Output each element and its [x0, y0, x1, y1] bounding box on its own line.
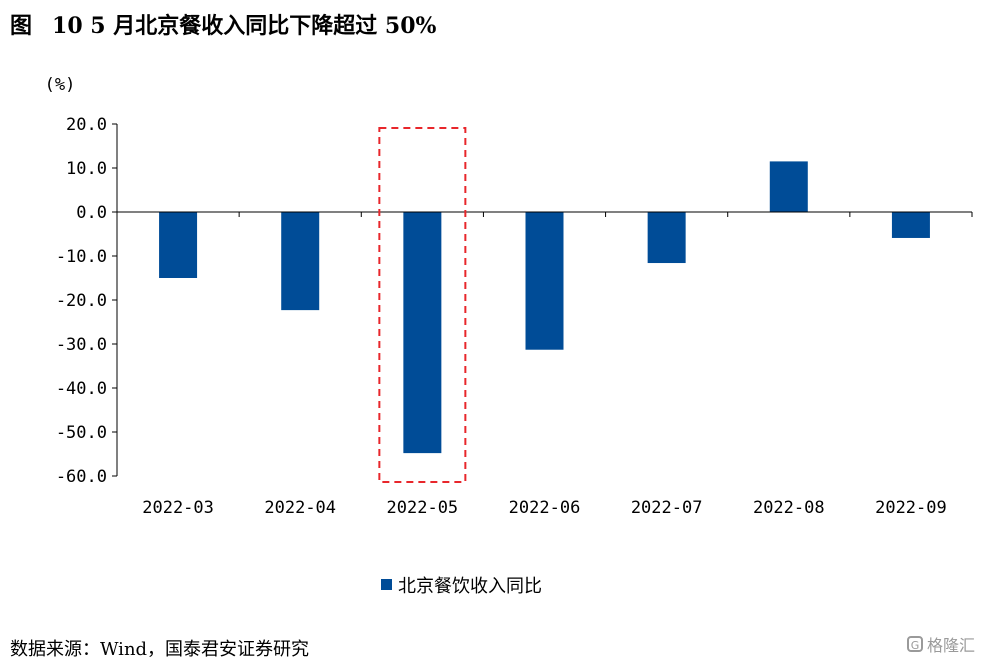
- x-tick-label: 2022-09: [875, 498, 947, 518]
- bar-2022-07: [647, 212, 686, 264]
- y-tick-label: 0.0: [76, 203, 107, 223]
- y-tick-label: 20.0: [66, 115, 107, 135]
- y-tick-label: 10.0: [66, 159, 107, 179]
- watermark: G 格隆汇: [906, 632, 975, 656]
- y-tick-label: -10.0: [56, 247, 107, 267]
- x-tick-label: 2022-05: [387, 498, 459, 518]
- bar-2022-08: [769, 161, 808, 212]
- bar-chart: (%) 20.0 10.0 0.0 -10.0 -20.0 -30.0 -40.0 -50.0…: [45, 75, 973, 597]
- x-tick-label: 2022-07: [631, 498, 703, 518]
- watermark-text: 格隆汇: [926, 636, 975, 655]
- y-axis: 20.0 10.0 0.0 -10.0 -20.0 -30.0 -40.0 -50.0 -60.…: [56, 115, 118, 487]
- y-tick-label: -40.0: [56, 379, 107, 399]
- bar-2022-04: [281, 212, 320, 311]
- bar-series: [159, 161, 930, 454]
- y-tick-label: -30.0: [56, 335, 107, 355]
- highlight-box: [378, 127, 467, 483]
- x-tick-label: 2022-03: [142, 498, 214, 518]
- gelonghui-logo-icon: G: [906, 636, 923, 652]
- figure-label: 图: [10, 13, 33, 39]
- bar-2022-06: [525, 212, 564, 350]
- legend-label: 北京餐饮收入同比: [398, 576, 542, 597]
- bar-2022-09: [891, 212, 930, 238]
- legend: 北京餐饮收入同比: [381, 576, 542, 597]
- y-tick-label: -20.0: [56, 291, 107, 311]
- x-tick-label: 2022-04: [264, 498, 336, 518]
- bar-2022-05: [403, 212, 442, 454]
- y-unit-label: (%): [45, 75, 76, 95]
- figure-title-text: 10 5 月北京餐收入同比下降超过 50%: [52, 13, 437, 39]
- highlight-box-group: [378, 127, 467, 483]
- figure-title: 图 10 5 月北京餐收入同比下降超过 50%: [10, 8, 436, 40]
- bar-2022-03: [159, 212, 198, 278]
- y-tick-label: -50.0: [56, 423, 107, 443]
- x-tick-label: 2022-08: [753, 498, 825, 518]
- data-source-note: 数据来源：Wind，国泰君安证券研究: [10, 639, 310, 660]
- x-tick-label: 2022-06: [509, 498, 581, 518]
- legend-swatch: [381, 579, 392, 590]
- x-axis: 2022-03 2022-04 2022-05 2022-06 2022-07 2022-…: [116, 211, 973, 518]
- y-tick-label: -60.0: [56, 467, 107, 487]
